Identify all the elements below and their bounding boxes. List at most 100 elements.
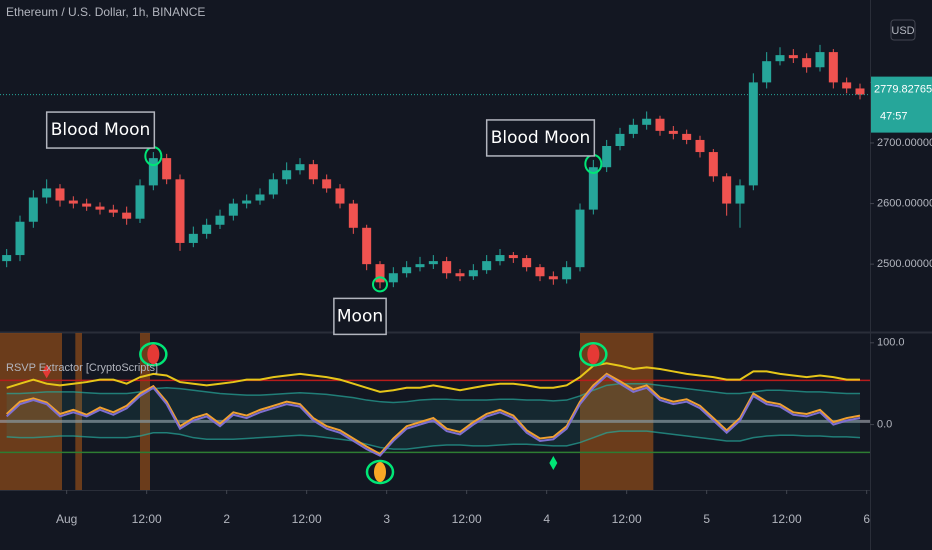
candle-body <box>188 233 198 243</box>
annotation-label: Moon <box>337 306 383 326</box>
candle-body <box>628 124 638 134</box>
candle-body <box>148 158 158 186</box>
candle-body <box>548 276 558 280</box>
candle-body <box>322 179 332 189</box>
candle-body <box>508 255 518 259</box>
last-price-label: 2779.827657 <box>874 84 932 96</box>
annotation-box <box>333 297 387 336</box>
annotation-box <box>45 111 156 149</box>
candle-body <box>588 167 598 210</box>
currency-button[interactable] <box>890 19 916 41</box>
marker-ring <box>365 459 395 485</box>
last-price-tag <box>871 76 932 133</box>
candle-body <box>242 200 252 204</box>
y-tick-label: 100.0 <box>877 337 905 349</box>
candle-body <box>122 212 132 219</box>
candle-body <box>495 255 505 262</box>
marker <box>42 364 51 379</box>
candle-body <box>108 209 118 213</box>
signal-zone <box>140 333 150 490</box>
y-tick-label: 2600.000000 <box>877 197 932 209</box>
candle-body <box>375 264 385 283</box>
candle-body <box>828 52 838 83</box>
x-tick-label: 12:00 <box>452 512 482 526</box>
marker <box>587 344 600 365</box>
candle-body <box>42 188 52 198</box>
candle-body <box>415 264 425 268</box>
candle-body <box>388 273 398 283</box>
candle-body <box>215 215 225 225</box>
candle-body <box>455 273 465 277</box>
candle-body <box>708 152 718 177</box>
candle-body <box>762 61 772 83</box>
price-pane: Blood Moon Moon Blood Moon <box>0 44 870 336</box>
candle-body <box>602 146 612 168</box>
candle-body <box>335 188 345 204</box>
candle-body <box>282 170 292 180</box>
candle-body <box>468 270 478 277</box>
candle-body <box>68 200 78 204</box>
candle-body <box>202 224 212 234</box>
candle-body <box>442 261 452 274</box>
candle-body <box>228 203 238 216</box>
x-tick-label: 2 <box>223 512 230 526</box>
candle-body <box>175 179 185 243</box>
axes: 2500.0000002600.0000002700.0000002800.00… <box>56 76 932 526</box>
annotation-box <box>485 119 596 157</box>
candle-body <box>735 185 745 204</box>
candle-body <box>815 52 825 68</box>
annotation-label: Blood Moon <box>491 128 591 148</box>
candle-body <box>55 188 65 201</box>
indicator-line <box>6 430 861 450</box>
chart-title: Ethereum / U.S. Dollar, 1h, BINANCE <box>6 5 205 19</box>
candle-body <box>482 261 492 271</box>
y-tick-label: 2700.000000 <box>877 137 932 149</box>
indicator-title: RSVP Extractor [CryptoScripts] <box>6 362 158 374</box>
candle-body <box>748 82 758 186</box>
x-tick-label: 6 <box>863 512 870 526</box>
candle-body <box>775 55 785 62</box>
candle-body <box>842 82 852 89</box>
candle-body <box>668 130 678 134</box>
candle-body <box>82 203 92 207</box>
candle-body <box>295 164 305 171</box>
candle-body <box>615 133 625 147</box>
x-tick-label: 3 <box>383 512 390 526</box>
marker <box>374 462 386 483</box>
annotation-label: Blood Moon <box>51 120 151 140</box>
candle-body <box>722 176 732 204</box>
marker-ring <box>579 342 608 367</box>
candle-body <box>655 118 665 131</box>
y-tick-label: 0.0 <box>877 418 892 430</box>
candle-body <box>95 206 105 210</box>
candle-body <box>162 158 172 180</box>
candle-body <box>308 164 318 180</box>
indicator-line <box>6 362 860 393</box>
annotation-ring <box>372 276 388 293</box>
candle-body <box>802 58 812 68</box>
indicator-line <box>5 374 861 457</box>
x-tick-label: 5 <box>703 512 710 526</box>
y-tick-label: 2500.000000 <box>877 258 932 270</box>
currency-label[interactable]: USD <box>891 25 914 37</box>
x-tick-label: 12:00 <box>292 512 322 526</box>
candle-body <box>695 139 705 153</box>
candle-body <box>28 197 38 222</box>
candle-body <box>135 185 145 219</box>
x-tick-label: 12:00 <box>612 512 642 526</box>
candle-body <box>15 221 25 256</box>
marker <box>549 456 558 471</box>
x-tick-label: Aug <box>56 512 77 526</box>
x-tick-label: 12:00 <box>132 512 162 526</box>
candle-body <box>682 133 692 140</box>
candle-body <box>575 209 585 268</box>
candle-body <box>562 267 572 280</box>
candle-body <box>788 55 798 59</box>
candle-body <box>855 88 865 95</box>
candle-body <box>522 258 532 268</box>
candle-body <box>268 179 278 195</box>
candle-body <box>642 118 652 125</box>
